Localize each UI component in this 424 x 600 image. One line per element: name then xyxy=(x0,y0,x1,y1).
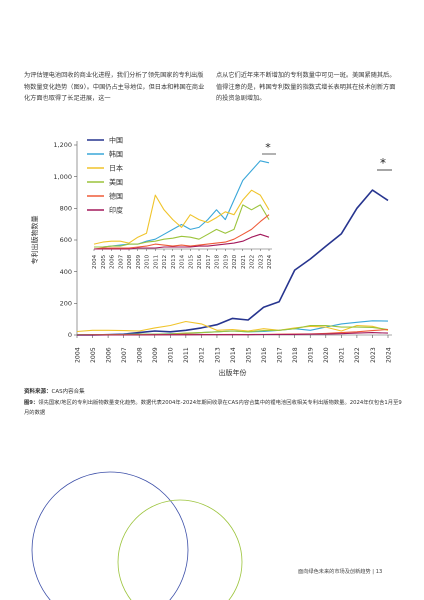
x-tick-label: 2024 xyxy=(385,347,392,363)
inset-x-tick-label: 2004 xyxy=(92,254,98,269)
inset-series-line-日本 xyxy=(93,189,270,245)
x-tick-label: 2011 xyxy=(183,347,190,363)
inset-x-tick-label: 2010 xyxy=(145,254,151,269)
x-tick-label: 2020 xyxy=(323,347,330,363)
inset-x-tick-label: 2008 xyxy=(127,254,133,269)
inset-x-tick-label: 2014 xyxy=(180,254,186,269)
legend-label-日本: 日本 xyxy=(109,164,123,173)
page-number: 13 xyxy=(375,569,383,575)
decorative-circles xyxy=(31,471,243,600)
x-tick-label: 2023 xyxy=(370,347,377,363)
inset-series-line-韩国 xyxy=(94,160,270,248)
source-text: CAS内容合集 xyxy=(51,389,85,395)
caption-text: 领先国家/地区的专利出版物数量变化趋势。数据代表2004年-2024年期间收录在… xyxy=(24,400,402,416)
intro-paragraph-right: 点从它们近年来不断增加的专利数量中可见一斑。美国紧随其后。值得注意的是，韩国专利… xyxy=(216,72,396,102)
inset-x-tick-label: 2005 xyxy=(101,254,107,269)
inset-x-tick-label: 2009 xyxy=(136,254,142,269)
intro-paragraph-left: 为评估锂电池回收的商业化进程，我们分析了领先国家的专利出版物数量变化趋势（图9）… xyxy=(24,72,205,102)
inset-x-tick-label: 2012 xyxy=(162,255,168,269)
legend-label-印度: 印度 xyxy=(109,206,123,215)
x-tick-label: 2005 xyxy=(90,347,97,363)
x-tick-label: 2012 xyxy=(199,347,206,363)
x-tick-label: 2004 xyxy=(74,347,81,363)
x-tick-label: 2018 xyxy=(292,347,299,363)
y-tick-label: 600 xyxy=(60,236,72,244)
x-tick-label: 2017 xyxy=(276,347,283,363)
inset-x-tick-label: 2021 xyxy=(241,254,247,269)
inset-x-tick-label: 2022 xyxy=(250,255,256,269)
legend-label-韩国: 韩国 xyxy=(109,150,123,159)
x-tick-label: 2019 xyxy=(308,347,315,363)
inset-x-tick-label: 2020 xyxy=(232,254,238,269)
legend-label-德国: 德国 xyxy=(109,192,123,201)
y-axis-title: 专利出版物数量 xyxy=(30,216,39,265)
source-label: 资料来源： xyxy=(24,389,52,395)
x-tick-label: 2014 xyxy=(230,347,237,363)
x-tick-label: 2021 xyxy=(339,347,346,363)
inset-x-tick-label: 2016 xyxy=(197,254,203,269)
caption-label: 图9： xyxy=(24,400,39,406)
inset-x-tick-label: 2013 xyxy=(171,254,177,269)
inset-x-tick-label: 2024 xyxy=(267,254,273,269)
x-tick-label: 2007 xyxy=(121,347,128,363)
x-tick-label: 2015 xyxy=(245,347,252,363)
inset-series-line-美国 xyxy=(94,204,270,248)
y-tick-label: 1,000 xyxy=(53,173,72,181)
x-tick-label: 2013 xyxy=(214,347,221,363)
inset-x-tick-label: 2019 xyxy=(223,254,229,269)
page-footer: 面向绿色未来的市场及创新趋势 | 13 xyxy=(298,569,383,575)
main-asterisk: * xyxy=(380,156,386,170)
inset-x-tick-label: 2006 xyxy=(110,254,116,269)
inset-x-tick-label: 2018 xyxy=(215,254,221,269)
y-tick-label: 800 xyxy=(60,205,72,213)
series-line-日本 xyxy=(76,320,389,333)
x-axis-title: 出版年份 xyxy=(219,368,247,377)
inset-series-line-德国 xyxy=(93,214,270,250)
x-tick-label: 2009 xyxy=(152,347,159,363)
figure-caption: 图9：领先国家/地区的专利出版物数量变化趋势。数据代表2004年-2024年期间… xyxy=(24,399,404,418)
x-tick-label: 2008 xyxy=(137,347,144,363)
inset-x-tick-label: 2011 xyxy=(153,254,159,269)
x-tick-label: 2022 xyxy=(354,347,361,363)
x-tick-label: 2010 xyxy=(168,347,175,363)
y-tick-label: 200 xyxy=(60,300,72,308)
x-tick-label: 2016 xyxy=(261,347,268,363)
footer-title: 面向绿色未来的市场及创新趋势 xyxy=(298,569,371,575)
inset-x-tick-label: 2007 xyxy=(118,254,124,269)
y-tick-label: 0 xyxy=(68,331,72,339)
inset-x-tick-label: 2017 xyxy=(206,254,212,269)
legend-label-中国: 中国 xyxy=(109,136,123,145)
series-line-印度 xyxy=(77,332,389,336)
legend-label-美国: 美国 xyxy=(109,178,123,187)
source-note: 资料来源：CAS内容合集 xyxy=(24,387,85,395)
series-line-中国 xyxy=(77,189,389,336)
inset-x-tick-label: 2023 xyxy=(258,254,264,269)
inset-x-tick-label: 2015 xyxy=(188,254,194,269)
inset-asterisk: * xyxy=(265,141,271,154)
y-tick-label: 400 xyxy=(60,268,72,276)
x-tick-label: 2006 xyxy=(105,347,112,363)
y-tick-label: 1,200 xyxy=(53,141,72,149)
inset-series-line-印度 xyxy=(94,233,270,250)
